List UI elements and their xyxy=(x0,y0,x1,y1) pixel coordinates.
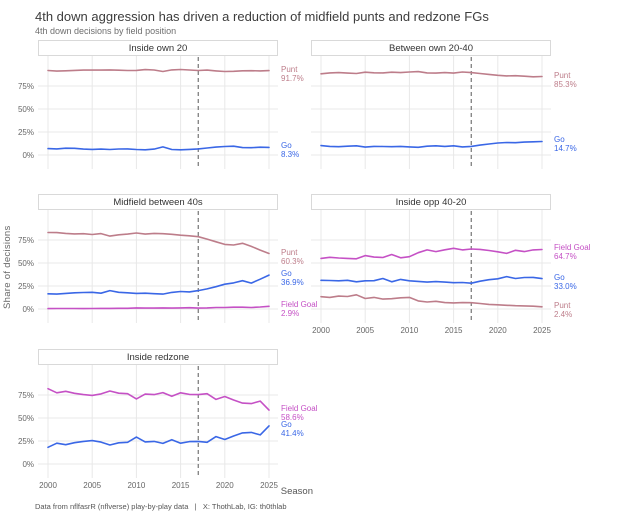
series-line-punt xyxy=(47,68,270,73)
series-end-label-punt: Punt 60.3% xyxy=(281,248,304,266)
y-tick-label: 25% xyxy=(17,436,34,446)
y-axis-title: Share of decisions xyxy=(2,225,13,310)
series-label-value: 8.3% xyxy=(281,150,300,160)
series-end-label-go: Go 14.7% xyxy=(554,135,577,153)
series-label-value: 64.7% xyxy=(554,252,577,262)
series-line-field-goal xyxy=(47,387,270,411)
series-label-name: Go xyxy=(281,419,292,429)
series-end-label-punt: Punt 91.7% xyxy=(281,65,304,83)
series-label-name: Go xyxy=(554,272,565,282)
facet-plot-between-own-20-40 xyxy=(311,56,551,169)
facet-title-midfield-between-40s: Midfield between 40s xyxy=(38,194,278,210)
page-subtitle: 4th down decisions by field position xyxy=(35,26,177,36)
page-title: 4th down aggression has driven a reducti… xyxy=(35,9,489,24)
x-tick-label: 2000 xyxy=(39,481,57,490)
series-label-name: Punt xyxy=(281,247,298,257)
x-tick-label: 2010 xyxy=(127,481,146,490)
facet-title-inside-own-20: Inside own 20 xyxy=(38,40,278,56)
series-line-field-goal xyxy=(320,247,543,260)
series-line-go xyxy=(47,274,270,295)
y-tick-label: 75% xyxy=(17,81,34,91)
series-label-name: Field Goal xyxy=(281,300,318,310)
series-label-name: Field Goal xyxy=(554,243,591,253)
series-end-label-field-goal: Field Goal 2.9% xyxy=(281,300,317,318)
series-end-label-punt: Punt 2.4% xyxy=(554,301,572,319)
y-tick-label: 75% xyxy=(17,390,34,400)
series-label-name: Go xyxy=(281,141,292,151)
series-label-name: Field Goal xyxy=(281,404,318,414)
facet-plot-inside-opp-40-20 xyxy=(311,210,551,323)
x-tick-label: 2025 xyxy=(533,326,551,335)
series-line-punt xyxy=(47,231,270,255)
x-tick-label: 2025 xyxy=(260,481,278,490)
y-tick-label: 75% xyxy=(17,235,34,245)
y-tick-label: 25% xyxy=(17,281,34,291)
series-label-name: Go xyxy=(554,135,565,145)
series-label-value: 14.7% xyxy=(554,144,577,154)
x-tick-label: 2020 xyxy=(488,326,507,335)
series-end-label-punt: Punt 85.3% xyxy=(554,71,577,89)
facet-plot-inside-own-20 xyxy=(38,56,278,169)
series-line-go xyxy=(47,425,270,449)
series-label-value: 85.3% xyxy=(554,79,577,89)
facet-title-between-own-20-40: Between own 20-40 xyxy=(311,40,551,56)
x-tick-label: 2010 xyxy=(400,326,419,335)
x-tick-label: 2000 xyxy=(312,326,330,335)
footer-caption: Data from nflfasrR (nflverse) play-by-pl… xyxy=(35,502,287,511)
y-tick-label: 50% xyxy=(17,104,34,114)
series-end-label-field-goal: Field Goal 58.6% xyxy=(281,404,317,422)
series-label-value: 60.3% xyxy=(281,256,304,266)
series-label-name: Punt xyxy=(554,300,571,310)
y-tick-label: 0% xyxy=(22,150,34,160)
series-label-value: 58.6% xyxy=(281,413,304,423)
facet-title-inside-opp-40-20: Inside opp 40-20 xyxy=(311,194,551,210)
x-tick-label: 2020 xyxy=(215,481,234,490)
facet-plot-inside-redzone xyxy=(38,365,278,478)
x-tick-label: 2015 xyxy=(444,326,463,335)
y-tick-label: 0% xyxy=(22,304,34,314)
series-label-value: 41.4% xyxy=(281,428,304,438)
series-line-punt xyxy=(320,70,543,78)
x-tick-label: 2005 xyxy=(83,481,102,490)
x-axis-title: Season xyxy=(280,486,313,497)
series-label-value: 36.9% xyxy=(281,278,304,288)
series-end-label-go: Go 8.3% xyxy=(281,141,299,159)
y-tick-label: 50% xyxy=(17,258,34,268)
x-tick-label: 2005 xyxy=(356,326,375,335)
series-label-value: 91.7% xyxy=(281,73,304,83)
facet-plot-midfield-between-40s xyxy=(38,210,278,323)
series-line-go xyxy=(320,140,543,149)
series-label-value: 2.9% xyxy=(281,309,300,319)
series-line-go xyxy=(47,145,270,151)
y-tick-label: 0% xyxy=(22,459,34,469)
series-line-go xyxy=(320,275,543,284)
series-label-name: Punt xyxy=(281,64,298,74)
series-line-punt xyxy=(320,294,543,308)
series-label-name: Go xyxy=(281,269,292,279)
series-label-name: Punt xyxy=(554,70,571,80)
series-end-label-go: Go 36.9% xyxy=(281,269,304,287)
facet-title-inside-redzone: Inside redzone xyxy=(38,349,278,365)
series-label-value: 33.0% xyxy=(554,281,577,291)
series-end-label-field-goal: Field Goal 64.7% xyxy=(554,243,590,261)
series-label-value: 2.4% xyxy=(554,309,573,319)
y-tick-label: 50% xyxy=(17,413,34,423)
series-line-field-goal xyxy=(47,305,270,310)
x-tick-label: 2015 xyxy=(171,481,190,490)
series-end-label-go: Go 41.4% xyxy=(281,420,304,438)
series-end-label-go: Go 33.0% xyxy=(554,273,577,291)
y-tick-label: 25% xyxy=(17,127,34,137)
